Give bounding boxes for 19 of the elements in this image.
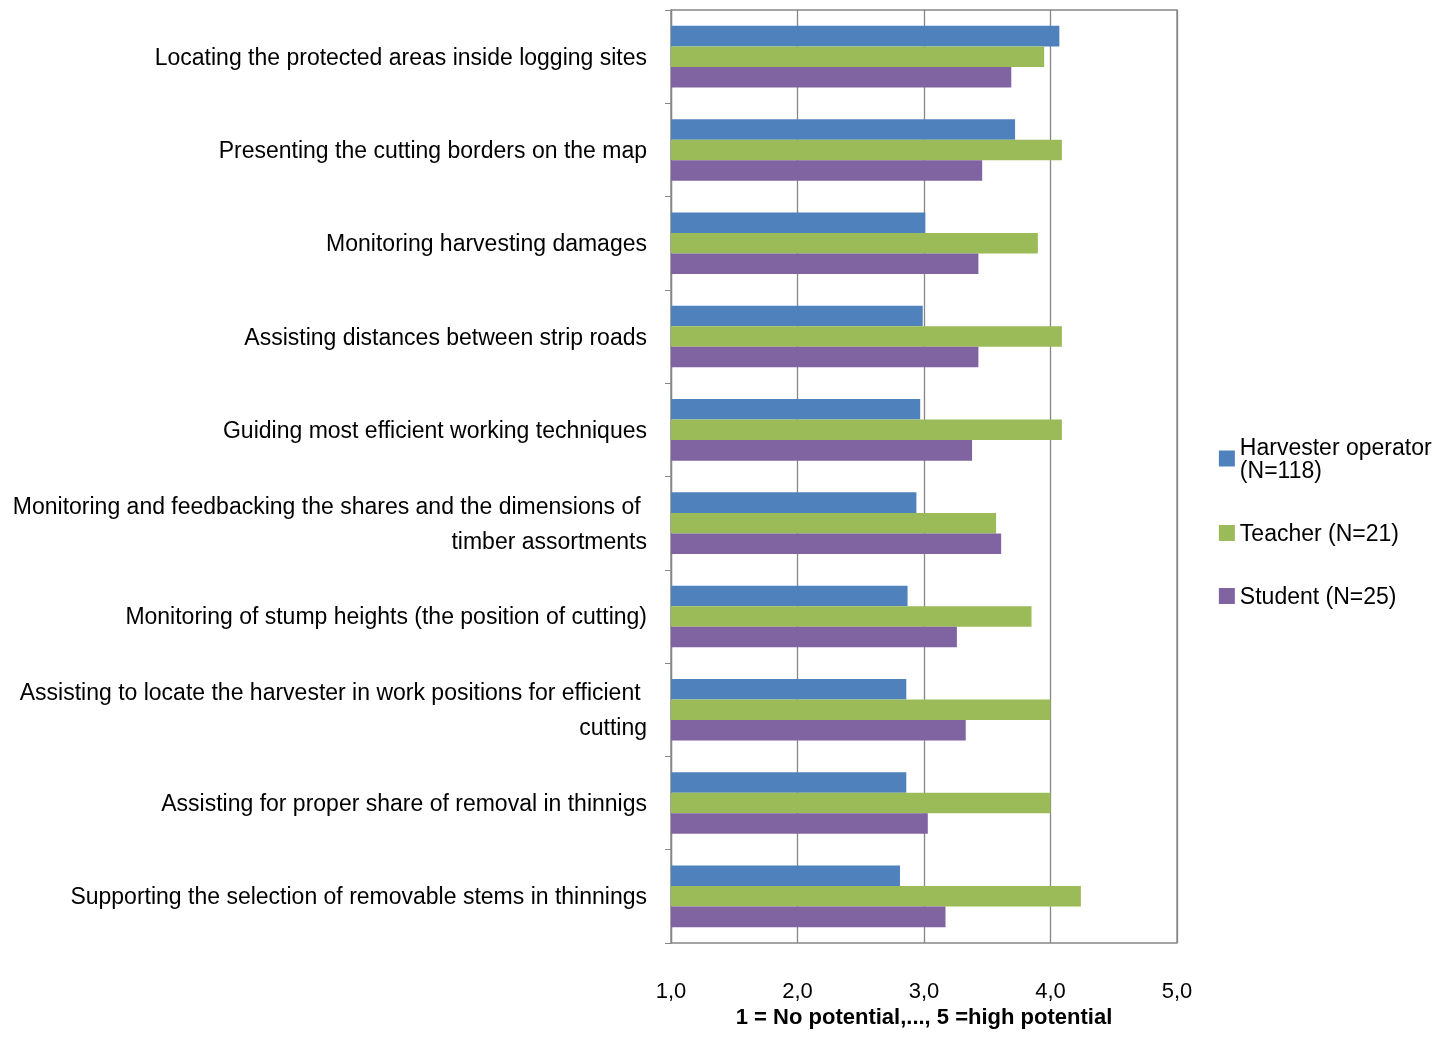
y-tick-label: Supporting the selection of removable stems in thinnings (70, 883, 647, 910)
y-tick-label: Monitoring and feedbacking the shares and the dimensions of timber assortments (12, 492, 647, 554)
legend-label: Harvester operator (N=118) (1239, 434, 1438, 483)
y-tick-label: Locating the protected areas inside logging sites (154, 43, 647, 70)
x-tick-label: 4,0 (1035, 977, 1066, 1003)
legend-label: Teacher (N=21) (1239, 520, 1400, 546)
y-tick-label: Guiding most efficient working techniques (222, 416, 647, 443)
x-tick-label: 1,0 (655, 977, 687, 1003)
x-tick-label: 2,0 (782, 977, 813, 1003)
x-tick-label: 3,0 (908, 977, 940, 1003)
y-tick-label: Assisting for proper share of removal in thinnigs (161, 790, 647, 817)
y-tick-label: Assisting distances between strip roads (244, 323, 647, 350)
y-tick-label: Monitoring harvesting damages (326, 230, 647, 257)
legend-label: Student (N=25) (1239, 583, 1397, 609)
x-axis-title: 1 = No potential,..., 5 =high potential (735, 1004, 1113, 1030)
x-tick-label: 5,0 (1161, 977, 1193, 1003)
y-tick-label: Monitoring of stump heights (the position of cutting) (125, 603, 647, 630)
y-tick-label: Assisting to locate the harvester in work positions for efficient cutting (19, 679, 647, 741)
y-tick-label: Presenting the cutting borders on the map (218, 136, 647, 163)
